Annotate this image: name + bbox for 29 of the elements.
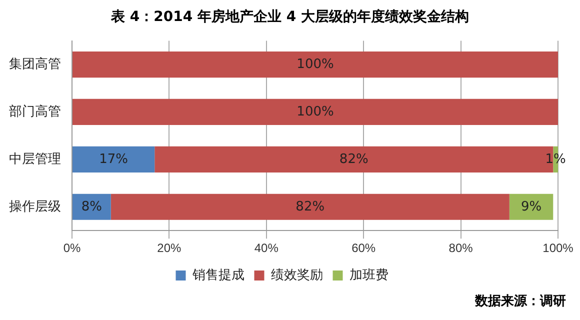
x-tick-label: 100% bbox=[542, 241, 574, 256]
bar bbox=[72, 146, 155, 172]
bar bbox=[72, 98, 558, 126]
y-tick-label: 部门高管 bbox=[9, 104, 61, 119]
bar bbox=[72, 51, 558, 78]
x-tick-label: 60% bbox=[352, 241, 376, 256]
data-label: 9% bbox=[520, 199, 542, 214]
data-label: 100% bbox=[296, 56, 334, 72]
bar bbox=[509, 194, 554, 220]
x-tick-label: 0% bbox=[63, 241, 81, 256]
legend-label: 销售提成 bbox=[191, 267, 244, 282]
data-label: 82% bbox=[339, 152, 368, 167]
legend-label: 加班费 bbox=[349, 267, 388, 282]
chart-title: 表 4：2014 年房地产企业 4 大层级的年度绩效奖金结构 bbox=[110, 8, 470, 27]
legend-label: 绩效奖励 bbox=[270, 267, 323, 282]
source-note: 数据来源：调研 bbox=[475, 293, 566, 310]
bar bbox=[110, 194, 510, 220]
x-tick-label: 40% bbox=[254, 241, 279, 256]
y-tick-label: 集团高管 bbox=[9, 56, 61, 72]
y-tick-label: 中层管理 bbox=[9, 151, 61, 166]
y-tick-label: 操作层级 bbox=[9, 198, 61, 214]
bar bbox=[72, 194, 111, 220]
data-label: 1% bbox=[545, 152, 566, 167]
data-label: 82% bbox=[296, 199, 325, 214]
data-label: 17% bbox=[99, 152, 128, 167]
data-label: 8% bbox=[81, 199, 102, 214]
x-tick-label: 20% bbox=[157, 241, 182, 256]
x-tick-label: 80% bbox=[448, 241, 474, 256]
data-label: 100% bbox=[296, 104, 334, 120]
